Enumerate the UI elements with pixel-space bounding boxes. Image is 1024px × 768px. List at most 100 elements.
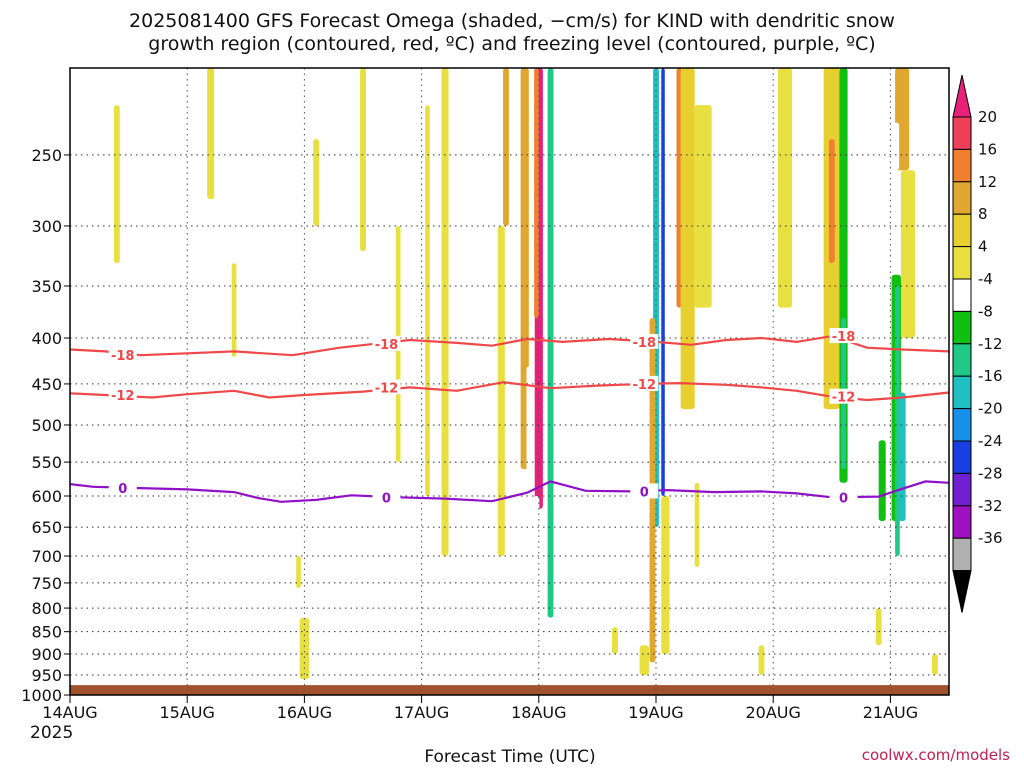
colorbar-label: -8 (978, 302, 993, 320)
contour-label: -12 (111, 389, 135, 404)
omega-cell (997, 199, 1002, 226)
omega-cell (694, 105, 712, 308)
contour-label: 0 (118, 482, 127, 497)
omega-cell (113, 105, 120, 264)
omega-cell (680, 68, 695, 410)
omega-cell (299, 617, 310, 680)
temperature-contours: -18 -18 -18 -18 -12 -12 -12 -12 0 0 0 0 (69, 328, 950, 506)
colorbar-swatch (952, 278, 972, 312)
omega-cell (85, 68, 90, 171)
colorbar-swatch (952, 375, 972, 410)
omega-cell (685, 544, 692, 609)
x-tick-label: 18AUG (511, 703, 566, 722)
x-tick-label: 19AUG (628, 703, 683, 722)
omega-cell (589, 495, 594, 545)
omega-cell (534, 68, 539, 319)
contour-line (69, 334, 950, 357)
y-tick-label: 800 (31, 599, 62, 618)
x-tick-label: 15AUG (159, 703, 214, 722)
omega-cell (196, 251, 202, 275)
y-tick-label: 1000 (21, 686, 62, 705)
x-axis-title: Forecast Time (UTC) (424, 747, 595, 767)
omega-cell (547, 68, 554, 618)
contour-label-bg (630, 375, 659, 391)
x-tick-label: 20AUG (745, 703, 800, 722)
colorbar-swatch (952, 472, 972, 507)
colorbar-label: -4 (978, 270, 993, 288)
omega-cell (465, 68, 472, 226)
x-tick-label: 14AUG (42, 703, 97, 722)
contour-label-bg (372, 379, 401, 395)
omega-cell (893, 122, 900, 171)
y-tick-label: 850 (31, 623, 62, 642)
colorbar-label: 20 (978, 108, 997, 126)
colorbar-label: -36 (978, 529, 1003, 547)
plot-frame (69, 67, 950, 696)
omega-cell (425, 105, 430, 496)
contour-label-bg (829, 489, 858, 505)
x-tick-label: 17AUG (394, 703, 449, 722)
chart-title-line1: 2025081400 GFS Forecast Omega (shaded, −… (129, 10, 895, 32)
colorbar-swatch (952, 537, 972, 572)
y-tick-label: 350 (31, 277, 62, 296)
omega-cell (661, 68, 665, 496)
y-tick-label: 400 (31, 329, 62, 348)
omega-shading (74, 68, 1002, 680)
y-tick-label: 650 (31, 518, 62, 537)
omega-cell (694, 482, 700, 568)
colorbar-under-triangle (952, 570, 972, 613)
contour-label: -18 (832, 330, 856, 345)
omega-cell (882, 68, 889, 226)
omega-cell (639, 645, 649, 676)
omega-cell (526, 366, 533, 496)
contour-label: -12 (832, 391, 856, 406)
omega-cell (163, 636, 176, 680)
omega-cell (758, 645, 765, 676)
omega-cell (533, 495, 540, 589)
contour-label: -18 (111, 349, 135, 364)
omega-cell (231, 263, 237, 358)
omega-cell (441, 68, 449, 557)
y-tick-label: 600 (31, 487, 62, 506)
contour-label-bg (630, 333, 659, 349)
omega-cell (482, 544, 488, 654)
y-tick-label: 550 (31, 453, 62, 472)
omega-cell (746, 469, 753, 522)
omega-cell (875, 608, 882, 646)
y-tick-label: 900 (31, 645, 62, 664)
y-tick-label: 250 (31, 146, 62, 165)
y-tick-label: 450 (31, 375, 62, 394)
colorbar-label: 16 (978, 140, 997, 158)
omega-cell (491, 383, 497, 528)
colorbar-swatch (952, 505, 972, 539)
pressure-axis: 250 300 350 400 450 500 550 600 650 700 750 800 850 9… (21, 146, 70, 705)
omega-cell (612, 627, 618, 654)
colorbar-swatch (952, 181, 972, 215)
colorbar-swatch (952, 343, 972, 377)
source-credit: coolwx.com/models (862, 746, 1010, 764)
ground-shading (70, 685, 949, 695)
omega-cell (465, 556, 472, 654)
contour-label-bg (372, 489, 401, 505)
omega-cell (207, 68, 215, 200)
contour-label: -12 (633, 378, 657, 393)
omega-cell (828, 139, 835, 264)
y-tick-label: 950 (31, 666, 62, 685)
colorbar-label: -28 (978, 464, 1003, 482)
omega-cell (183, 627, 191, 663)
colorbar-label: 4 (978, 238, 988, 256)
colorbar-swatch (952, 213, 972, 248)
contour-label: 0 (382, 491, 391, 506)
omega-cell (503, 68, 509, 226)
omega-cell (588, 617, 595, 637)
contour-label: -12 (375, 381, 399, 396)
contour-label-bg (630, 483, 659, 499)
omega-cell (777, 68, 792, 308)
omega-cell (177, 617, 185, 671)
omega-cell (769, 154, 777, 200)
contour-label: -18 (375, 338, 399, 353)
contour-label-bg (829, 388, 858, 404)
colorbar: 20 16 12 8 4 -4 -8 -12 -16 -20 -24 -28 -32 -36 (952, 74, 1003, 613)
y-tick-label: 300 (31, 217, 62, 236)
